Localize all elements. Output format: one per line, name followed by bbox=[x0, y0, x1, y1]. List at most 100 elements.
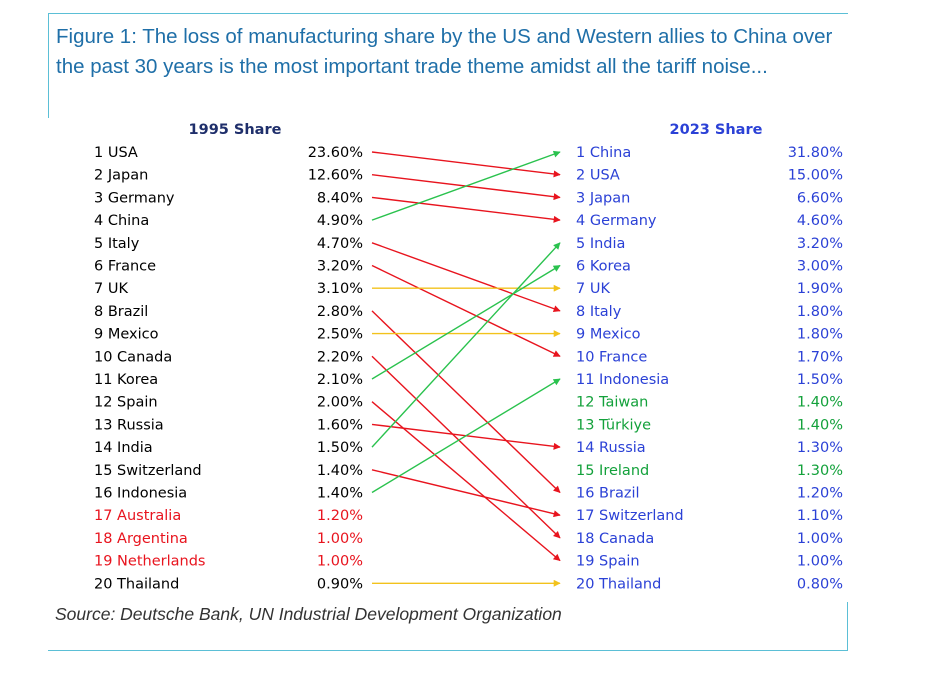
left-row-value: 1.00% bbox=[317, 531, 363, 547]
frame-right-border bbox=[847, 602, 848, 651]
left-row-label: 16 Indonesia bbox=[94, 486, 187, 502]
left-row-label: 8 Brazil bbox=[94, 304, 148, 320]
right-row-value: 15.00% bbox=[788, 168, 843, 184]
right-row-value: 1.30% bbox=[797, 463, 843, 479]
left-row-value: 4.90% bbox=[317, 213, 363, 229]
right-row-label: 15 Ireland bbox=[576, 463, 649, 479]
right-row-label: 16 Brazil bbox=[576, 486, 640, 502]
right-column: 1 China 31.80% 2 USA 15.00% 3 Japan 6.60% 4 Ge… bbox=[576, 145, 843, 592]
arrow-italy bbox=[371, 242, 561, 313]
left-row-label: 6 France bbox=[94, 259, 156, 275]
frame-top-border bbox=[48, 13, 848, 14]
right-row-label: 6 Korea bbox=[576, 259, 631, 275]
right-row-label: 7 UK bbox=[576, 281, 610, 297]
right-row-label: 13 Türkiye bbox=[576, 417, 651, 433]
right-row-label: 17 Switzerland bbox=[576, 508, 684, 524]
left-row-label: 17 Australia bbox=[94, 508, 181, 524]
left-row-value: 2.80% bbox=[317, 304, 363, 320]
right-row-value: 1.30% bbox=[797, 440, 843, 456]
left-row-value: 4.70% bbox=[317, 236, 363, 252]
right-row-value: 0.80% bbox=[797, 576, 843, 592]
right-row-value: 1.20% bbox=[797, 486, 843, 502]
left-row-value: 3.10% bbox=[317, 281, 363, 297]
arrow-china bbox=[371, 150, 561, 221]
figure-title: Figure 1: The loss of manufacturing shar… bbox=[56, 25, 833, 78]
left-row-label: 9 Mexico bbox=[94, 327, 159, 343]
left-row-value: 12.60% bbox=[308, 168, 363, 184]
arrow-india bbox=[371, 242, 561, 448]
left-row-value: 2.10% bbox=[317, 372, 363, 388]
right-row-value: 1.80% bbox=[797, 327, 843, 343]
right-row-value: 1.40% bbox=[797, 417, 843, 433]
arrow-spain bbox=[371, 401, 561, 562]
left-row-label: 15 Switzerland bbox=[94, 463, 202, 479]
right-row-label: 2 USA bbox=[576, 168, 620, 184]
left-row-value: 3.20% bbox=[317, 259, 363, 275]
right-row-label: 19 Spain bbox=[576, 554, 640, 570]
arrow-brazil bbox=[371, 310, 561, 494]
arrow-germany bbox=[371, 196, 561, 223]
left-row-value: 2.20% bbox=[317, 349, 363, 365]
left-row-value: 0.90% bbox=[317, 576, 363, 592]
left-row-label: 4 China bbox=[94, 213, 149, 229]
frame-bottom-border bbox=[48, 650, 848, 651]
right-row-label: 3 Japan bbox=[576, 190, 630, 206]
right-row-value: 1.40% bbox=[797, 395, 843, 411]
right-header: 2023 Share bbox=[670, 122, 763, 138]
right-row-label: 10 France bbox=[576, 349, 647, 365]
right-row-value: 1.00% bbox=[797, 531, 843, 547]
right-row-label: 5 India bbox=[576, 236, 625, 252]
right-row-label: 1 China bbox=[576, 145, 631, 161]
left-row-label: 2 Japan bbox=[94, 168, 148, 184]
left-row-label: 13 Russia bbox=[94, 417, 164, 433]
right-row-value: 6.60% bbox=[797, 190, 843, 206]
left-row-label: 12 Spain bbox=[94, 395, 158, 411]
right-row-label: 20 Thailand bbox=[576, 576, 661, 592]
left-row-value: 8.40% bbox=[317, 190, 363, 206]
arrow-usa bbox=[371, 151, 561, 178]
left-row-value: 1.50% bbox=[317, 440, 363, 456]
left-row-value: 23.60% bbox=[308, 145, 363, 161]
left-row-label: 20 Thailand bbox=[94, 576, 179, 592]
left-row-label: 19 Netherlands bbox=[94, 554, 205, 570]
left-row-label: 3 Germany bbox=[94, 190, 175, 206]
right-row-value: 1.90% bbox=[797, 281, 843, 297]
left-column: 1 USA 23.60% 2 Japan 12.60% 3 Germany 8.40% 4 … bbox=[94, 145, 363, 592]
left-row-label: 18 Argentina bbox=[94, 531, 188, 547]
right-row-label: 14 Russia bbox=[576, 440, 646, 456]
right-row-value: 31.80% bbox=[788, 145, 843, 161]
right-row-value: 1.50% bbox=[797, 372, 843, 388]
right-row-value: 1.10% bbox=[797, 508, 843, 524]
right-row-label: 12 Taiwan bbox=[576, 395, 648, 411]
left-row-value: 1.20% bbox=[317, 508, 363, 524]
left-row-label: 5 Italy bbox=[94, 236, 140, 252]
left-row-value: 1.60% bbox=[317, 417, 363, 433]
left-row-value: 2.00% bbox=[317, 395, 363, 411]
right-row-value: 3.00% bbox=[797, 259, 843, 275]
left-row-value: 1.40% bbox=[317, 463, 363, 479]
left-row-label: 11 Korea bbox=[94, 372, 158, 388]
right-row-label: 18 Canada bbox=[576, 531, 654, 547]
right-row-value: 1.80% bbox=[797, 304, 843, 320]
arrow-switzerland bbox=[371, 469, 561, 518]
left-row-label: 10 Canada bbox=[94, 349, 172, 365]
left-header: 1995 Share bbox=[189, 122, 282, 138]
right-row-value: 4.60% bbox=[797, 213, 843, 229]
left-row-label: 1 USA bbox=[94, 145, 138, 161]
arrow-indonesia bbox=[371, 378, 561, 494]
right-row-label: 11 Indonesia bbox=[576, 372, 669, 388]
arrow-layer bbox=[371, 150, 561, 587]
right-row-value: 1.00% bbox=[797, 554, 843, 570]
arrow-canada bbox=[371, 355, 561, 539]
right-row-value: 3.20% bbox=[797, 236, 843, 252]
frame-left-border bbox=[48, 13, 49, 118]
right-row-value: 1.70% bbox=[797, 349, 843, 365]
left-row-value: 1.40% bbox=[317, 486, 363, 502]
right-row-label: 9 Mexico bbox=[576, 327, 641, 343]
left-row-label: 14 India bbox=[94, 440, 153, 456]
right-row-label: 8 Italy bbox=[576, 304, 622, 320]
left-row-value: 1.00% bbox=[317, 554, 363, 570]
arrow-korea bbox=[371, 264, 561, 380]
left-row-label: 7 UK bbox=[94, 281, 128, 297]
